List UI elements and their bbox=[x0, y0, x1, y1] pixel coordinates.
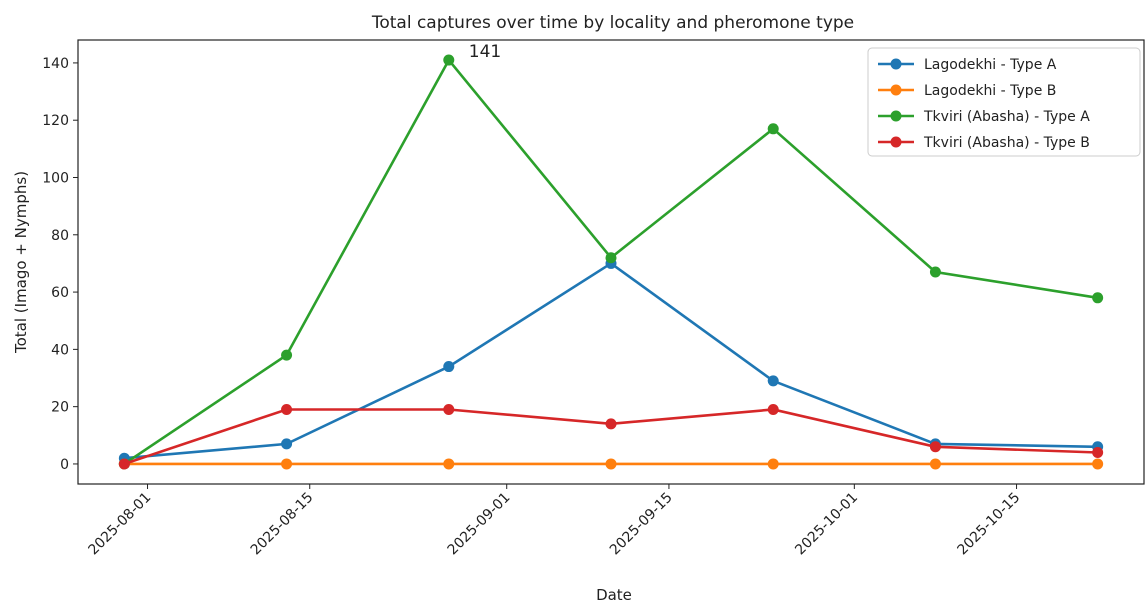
series-lagodekhi-type-b bbox=[118, 458, 1104, 470]
data-point bbox=[767, 404, 779, 416]
y-tick-label: 20 bbox=[51, 400, 69, 416]
series-tkviri-abasha-type-a bbox=[118, 54, 1104, 470]
series-lagodekhi-type-a bbox=[118, 257, 1104, 464]
data-point bbox=[281, 349, 293, 361]
y-tick-label: 140 bbox=[42, 56, 69, 72]
data-point bbox=[281, 458, 293, 470]
x-tick-label: 2025-10-15 bbox=[955, 490, 1024, 559]
data-point bbox=[1092, 446, 1104, 458]
data-point bbox=[443, 54, 455, 66]
annotation-layer: 141 bbox=[469, 42, 501, 62]
data-point bbox=[443, 458, 455, 470]
legend-label: Lagodekhi - Type A bbox=[924, 57, 1057, 73]
y-tick-label: 120 bbox=[42, 113, 69, 129]
y-tick-label: 80 bbox=[51, 228, 69, 244]
data-point bbox=[443, 361, 455, 373]
y-axis: 0 20 40 60 80 100 120 140 bbox=[42, 56, 78, 473]
legend-entry: Lagodekhi - Type A bbox=[878, 57, 1057, 73]
data-point bbox=[929, 458, 941, 470]
x-tick-label: 2025-08-15 bbox=[248, 490, 317, 559]
legend-label: Lagodekhi - Type B bbox=[924, 83, 1056, 99]
x-axis: 2025-08-01 2025-08-15 2025-09-01 2025-09-15… bbox=[85, 484, 1023, 558]
data-point bbox=[767, 458, 779, 470]
y-axis-label: Total (Imago + Nymphs) bbox=[12, 171, 30, 354]
data-point bbox=[929, 441, 941, 453]
data-point bbox=[1092, 292, 1104, 304]
legend-swatch-marker bbox=[890, 84, 902, 96]
data-point bbox=[767, 123, 779, 135]
legend-entry: Tkviri (Abasha) - Type B bbox=[878, 135, 1090, 151]
y-tick-label: 60 bbox=[51, 285, 69, 301]
data-point bbox=[443, 404, 455, 416]
legend: Lagodekhi - Type A Lagodekhi - Type B Tkvi… bbox=[867, 47, 1141, 157]
legend-swatch-marker bbox=[890, 58, 902, 70]
x-tick-label: 2025-10-01 bbox=[792, 490, 861, 559]
data-point bbox=[118, 458, 130, 470]
x-tick-label: 2025-08-01 bbox=[85, 490, 154, 559]
data-point bbox=[929, 266, 941, 278]
series-line bbox=[123, 408, 1098, 466]
x-tick-label: 2025-09-15 bbox=[607, 490, 676, 559]
data-point bbox=[281, 404, 293, 416]
data-point bbox=[767, 375, 779, 387]
annotation-label: 141 bbox=[469, 42, 501, 62]
legend-entry: Tkviri (Abasha) - Type A bbox=[878, 109, 1090, 125]
series-tkviri-abasha-type-b bbox=[118, 404, 1104, 470]
plot-area-frame bbox=[77, 39, 1145, 485]
y-tick-label: 0 bbox=[60, 457, 69, 473]
legend-label: Tkviri (Abasha) - Type A bbox=[923, 109, 1090, 125]
x-tick-label: 2025-09-01 bbox=[445, 490, 514, 559]
y-tick-label: 40 bbox=[51, 342, 69, 358]
data-point bbox=[605, 458, 617, 470]
legend-box bbox=[867, 47, 1141, 157]
legend-label: Tkviri (Abasha) - Type B bbox=[923, 135, 1090, 151]
y-tick-label: 100 bbox=[42, 170, 69, 186]
data-point bbox=[1092, 458, 1104, 470]
x-axis-label: Date bbox=[596, 586, 632, 604]
legend-swatch-marker bbox=[890, 110, 902, 122]
legend-swatch-marker bbox=[890, 136, 902, 148]
data-point bbox=[605, 252, 617, 264]
chart-title: Total captures over time by locality and… bbox=[371, 13, 854, 33]
data-point bbox=[281, 438, 293, 450]
legend-entry: Lagodekhi - Type B bbox=[878, 83, 1056, 99]
data-point bbox=[605, 418, 617, 430]
series-layer bbox=[118, 54, 1104, 470]
